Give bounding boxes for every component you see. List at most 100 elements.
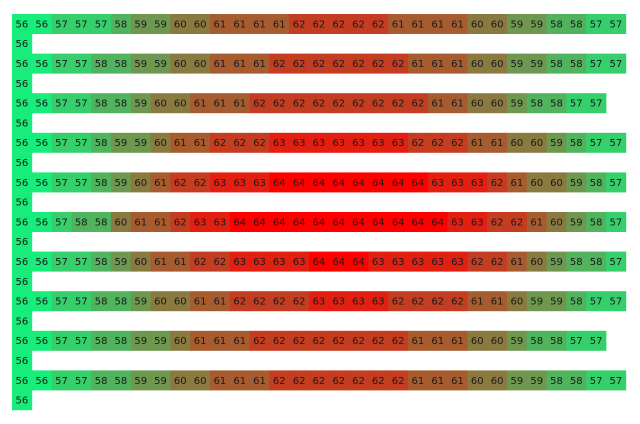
heatmap-cell-label: 61 [154,217,167,228]
heatmap-cell-label: 57 [55,138,68,149]
heatmap-cell-label: 62 [233,297,246,308]
heatmap-cell [368,212,389,232]
heatmap-cell-label: 58 [530,336,543,347]
heatmap-row-10: 56 56 57 58 58 60 61 61 62 63 63 64 64 64 64 64 64 64 64 64… [12,212,627,232]
heatmap-cell [408,212,429,232]
heatmap-cell-label: 58 [95,138,108,149]
heatmap-cell-label: 62 [194,178,207,189]
heatmap-cell-label: 57 [590,59,603,70]
heatmap-cell-label: 63 [352,297,365,308]
heatmap-cell-label: 63 [214,178,227,189]
heatmap-cell [447,370,468,391]
heatmap-cell-label: 63 [372,138,385,149]
heatmap-cell-label: 62 [273,297,286,308]
heatmap-cell-label: 57 [590,297,603,308]
heatmap-cell [91,330,112,351]
heatmap-cell-label: 63 [253,257,266,268]
heatmap-cell-label: 61 [431,376,444,387]
heatmap-cell-label: 60 [115,217,128,228]
heatmap-cell [507,14,528,34]
heatmap-cell [210,132,231,153]
heatmap-cell [566,212,587,232]
heatmap-cell-label: 62 [313,19,326,30]
heatmap-cell [130,330,151,351]
heatmap-cell [31,93,52,114]
heatmap-row-13: 56 [12,271,33,292]
heatmap-cell [447,53,468,74]
heatmap-cell-label: 56 [16,237,29,248]
heatmap-cell [170,251,191,272]
heatmap-cell-label: 62 [352,59,365,70]
heatmap-cell [12,132,33,153]
heatmap-cell [229,370,250,391]
heatmap-cell [507,212,528,232]
heatmap-cell-label: 63 [451,257,464,268]
heatmap-cell-label: 59 [154,376,167,387]
heatmap-cell-label: 58 [115,336,128,347]
heatmap-cell-label: 62 [332,19,345,30]
heatmap-cell [546,132,567,153]
heatmap-cell-label: 64 [313,257,326,268]
heatmap-row-3: 56 [12,73,33,94]
heatmap-cell [368,370,389,391]
heatmap-cell-label: 62 [451,138,464,149]
heatmap-cell [111,212,132,232]
heatmap-cell-label: 61 [194,99,207,110]
heatmap-row-8: 56 56 57 57 58 59 60 61 62 62 63 63 63 64 64 64 64 64 64 64… [12,172,627,193]
heatmap-cell [289,93,310,114]
heatmap-cell [190,93,211,114]
heatmap-cell-label: 63 [273,138,286,149]
heatmap-cell [12,212,33,232]
heatmap-cell-label: 58 [550,99,563,110]
heatmap-cell-label: 62 [293,99,306,110]
heatmap-cell [427,53,448,74]
heatmap-cell-label: 61 [511,257,524,268]
heatmap-cell [71,14,92,34]
heatmap-cell-label: 61 [451,99,464,110]
heatmap-cell [526,93,547,114]
heatmap-cell [229,291,250,312]
heatmap-cell-label: 61 [214,19,227,30]
heatmap-cell-label: 58 [550,19,563,30]
heatmap-cell [229,53,250,74]
heatmap-cell [12,73,33,94]
heatmap-cell [566,132,587,153]
heatmap-cell [229,132,250,153]
heatmap-cell [368,53,389,74]
heatmap-cell-label: 57 [590,99,603,110]
heatmap-cell [12,192,33,213]
heatmap-cell [526,330,547,351]
heatmap-cell-label: 60 [511,297,524,308]
heatmap-cell-label: 61 [214,336,227,347]
heatmap-cell [130,93,151,114]
heatmap-cell [546,330,567,351]
heatmap-cell [526,212,547,232]
heatmap-cell [229,93,250,114]
heatmap-cell-label: 62 [471,257,484,268]
heatmap-cell [31,14,52,34]
heatmap-cell-label: 62 [214,257,227,268]
heatmap-cell [507,330,528,351]
heatmap-cell-label: 64 [233,217,246,228]
heatmap-cell-label: 61 [214,376,227,387]
heatmap-cell [210,291,231,312]
heatmap-cell [12,113,33,133]
heatmap-cell [467,14,488,34]
heatmap-cell-label: 57 [610,257,623,268]
heatmap-cell [150,53,171,74]
heatmap-cell [348,53,369,74]
heatmap-cell [51,53,72,74]
heatmap-cell-label: 59 [115,178,128,189]
heatmap-cell [328,251,349,272]
heatmap-cell-label: 62 [392,376,405,387]
heatmap-cell-label: 63 [372,257,385,268]
heatmap-cell [467,132,488,153]
heatmap-cell-label: 57 [610,376,623,387]
heatmap-cell-label: 60 [174,59,187,70]
heatmap-cell-label: 58 [590,257,603,268]
heatmap-cell-label: 58 [570,376,583,387]
heatmap-cell [170,53,191,74]
heatmap-cell [31,330,52,351]
heatmap-cell [51,93,72,114]
